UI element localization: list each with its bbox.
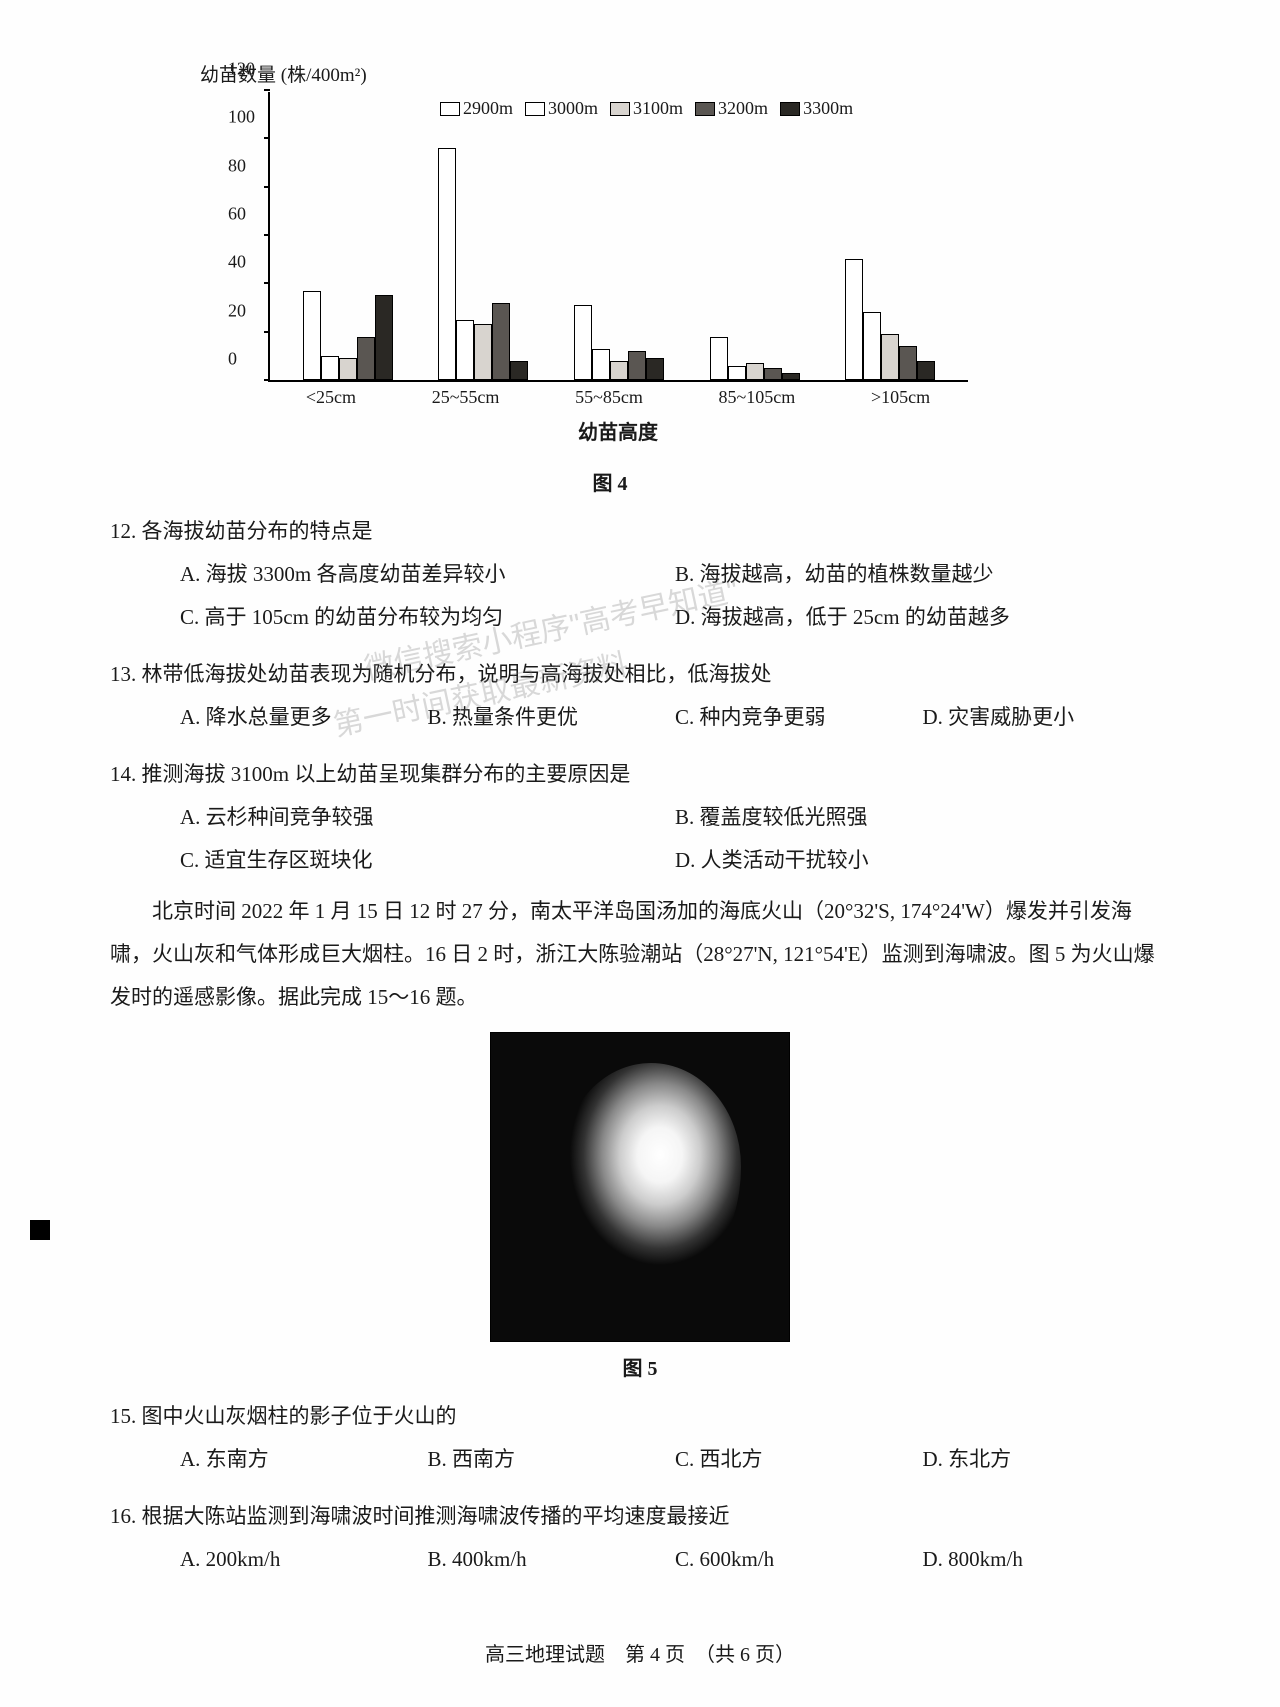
figure-4-caption: 图 4 bbox=[220, 467, 1000, 496]
x-axis-title: 幼苗高度 bbox=[268, 416, 968, 445]
question-12: 12. 各海拔幼苗分布的特点是 A. 海拔 3300m 各高度幼苗差异较小 B.… bbox=[110, 510, 1170, 639]
question-14-stem: 14. 推测海拔 3100m 以上幼苗呈现集群分布的主要原因是 bbox=[110, 753, 1170, 796]
q14-option-d: D. 人类活动干扰较小 bbox=[675, 839, 1170, 882]
q14-option-b: B. 覆盖度较低光照强 bbox=[675, 796, 1170, 839]
bar-group bbox=[710, 337, 800, 381]
xtick-label: >105cm bbox=[871, 387, 930, 408]
q13-option-a: A. 降水总量更多 bbox=[180, 696, 428, 739]
q15-option-a: A. 东南方 bbox=[180, 1438, 428, 1481]
passage-15-16: 北京时间 2022 年 1 月 15 日 12 时 27 分，南太平洋岛国汤加的… bbox=[110, 890, 1170, 1019]
bar bbox=[845, 259, 863, 380]
bar bbox=[339, 358, 357, 380]
bar bbox=[782, 373, 800, 380]
bar bbox=[303, 291, 321, 380]
q16-option-a: A. 200km/h bbox=[180, 1538, 428, 1581]
question-12-stem: 12. 各海拔幼苗分布的特点是 bbox=[110, 510, 1170, 553]
bar bbox=[375, 295, 393, 380]
bar bbox=[592, 349, 610, 380]
volcanic-plume-icon bbox=[561, 1063, 741, 1293]
question-15-stem: 15. 图中火山灰烟柱的影子位于火山的 bbox=[110, 1395, 1170, 1438]
bar bbox=[746, 363, 764, 380]
figure-5-wrap: 图 5 bbox=[110, 1032, 1170, 1381]
ytick-label: 60 bbox=[228, 204, 246, 225]
bar bbox=[917, 361, 935, 380]
q12-option-d: D. 海拔越高，低于 25cm 的幼苗越多 bbox=[675, 596, 1170, 639]
ytick-label: 100 bbox=[228, 107, 255, 128]
bar-group bbox=[574, 305, 664, 380]
question-16-stem: 16. 根据大陈站监测到海啸波时间推测海啸波传播的平均速度最接近 bbox=[110, 1495, 1170, 1538]
question-13: 13. 林带低海拔处幼苗表现为随机分布，说明与高海拔处相比，低海拔处 A. 降水… bbox=[110, 653, 1170, 739]
question-16: 16. 根据大陈站监测到海啸波时间推测海啸波传播的平均速度最接近 A. 200k… bbox=[110, 1495, 1170, 1581]
bar-group bbox=[845, 259, 935, 380]
bar bbox=[881, 334, 899, 380]
side-marker-icon bbox=[30, 1220, 50, 1240]
x-axis-labels: <25cm 25~55cm 55~85cm 85~105cm >105cm bbox=[268, 387, 968, 408]
bar bbox=[610, 361, 628, 380]
q16-option-d: D. 800km/h bbox=[923, 1538, 1171, 1581]
bar-group bbox=[303, 291, 393, 380]
ytick-label: 80 bbox=[228, 155, 246, 176]
ytick-label: 40 bbox=[228, 252, 246, 273]
bar bbox=[456, 320, 474, 380]
q16-option-b: B. 400km/h bbox=[428, 1538, 676, 1581]
question-13-stem: 13. 林带低海拔处幼苗表现为随机分布，说明与高海拔处相比，低海拔处 bbox=[110, 653, 1170, 696]
question-14: 14. 推测海拔 3100m 以上幼苗呈现集群分布的主要原因是 A. 云杉种间竞… bbox=[110, 753, 1170, 882]
page-footer: 高三地理试题 第 4 页 （共 6 页） bbox=[0, 1638, 1280, 1667]
bar bbox=[764, 368, 782, 380]
bar bbox=[574, 305, 592, 380]
bar bbox=[899, 346, 917, 380]
question-15: 15. 图中火山灰烟柱的影子位于火山的 A. 东南方 B. 西南方 C. 西北方… bbox=[110, 1395, 1170, 1481]
q12-option-b: B. 海拔越高，幼苗的植株数量越少 bbox=[675, 553, 1170, 596]
ytick-label: 0 bbox=[228, 349, 237, 370]
q12-option-c: C. 高于 105cm 的幼苗分布较为均匀 bbox=[180, 596, 675, 639]
figure-5-caption: 图 5 bbox=[110, 1352, 1170, 1381]
ytick-label: 120 bbox=[228, 59, 255, 80]
bar bbox=[863, 312, 881, 380]
q13-option-d: D. 灾害威胁更小 bbox=[923, 696, 1171, 739]
xtick-label: 25~55cm bbox=[432, 387, 500, 408]
q12-option-a: A. 海拔 3300m 各高度幼苗差异较小 bbox=[180, 553, 675, 596]
bar bbox=[321, 356, 339, 380]
bar bbox=[646, 358, 664, 380]
q13-option-c: C. 种内竞争更弱 bbox=[675, 696, 923, 739]
bar-group bbox=[438, 148, 528, 380]
q14-option-c: C. 适宜生存区斑块化 bbox=[180, 839, 675, 882]
figure-5-image bbox=[490, 1032, 790, 1342]
bar bbox=[510, 361, 528, 380]
bar-chart-figure-4: 幼苗数量 (株/400m²) 2900m3000m3100m3200m3300m… bbox=[220, 60, 1000, 496]
q15-option-d: D. 东北方 bbox=[923, 1438, 1171, 1481]
ytick-label: 20 bbox=[228, 300, 246, 321]
bar bbox=[492, 303, 510, 380]
q16-option-c: C. 600km/h bbox=[675, 1538, 923, 1581]
q15-option-c: C. 西北方 bbox=[675, 1438, 923, 1481]
bar bbox=[357, 337, 375, 381]
bar bbox=[710, 337, 728, 381]
bar bbox=[438, 148, 456, 380]
q15-option-b: B. 西南方 bbox=[428, 1438, 676, 1481]
bar bbox=[628, 351, 646, 380]
bar bbox=[728, 366, 746, 381]
q13-option-b: B. 热量条件更优 bbox=[428, 696, 676, 739]
y-axis-label: 幼苗数量 (株/400m²) bbox=[200, 60, 1000, 87]
bar-groups bbox=[270, 92, 968, 380]
q14-option-a: A. 云杉种间竞争较强 bbox=[180, 796, 675, 839]
xtick-label: <25cm bbox=[306, 387, 356, 408]
xtick-label: 85~105cm bbox=[719, 387, 796, 408]
chart-plot-area: 2900m3000m3100m3200m3300m 02040608010012… bbox=[268, 92, 968, 382]
bar bbox=[474, 324, 492, 380]
xtick-label: 55~85cm bbox=[575, 387, 643, 408]
